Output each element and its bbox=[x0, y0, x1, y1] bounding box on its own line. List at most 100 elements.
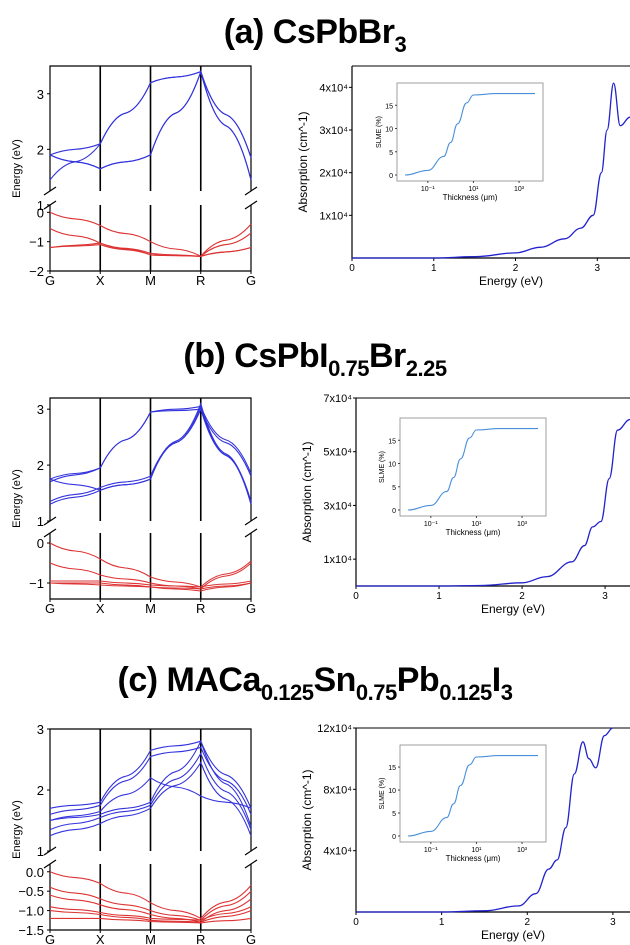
absorption-xlabel: Energy (eV) bbox=[479, 274, 543, 288]
y-tick-label: 3 bbox=[37, 722, 44, 737]
band-ylabel: Energy (eV) bbox=[11, 139, 23, 198]
valence-band bbox=[49, 910, 252, 923]
kpoint-label: X bbox=[96, 932, 105, 945]
panel-title-c: (c) MACa0.125Sn0.75Pb0.125I3 bbox=[0, 660, 630, 704]
y-tick-label: 1x10⁴ bbox=[323, 554, 352, 566]
conduction-band bbox=[49, 407, 252, 502]
axis-break-mark bbox=[244, 516, 258, 526]
y-tick-label: 3 bbox=[37, 402, 44, 417]
inset-y-tick-label: 10 bbox=[388, 788, 396, 795]
y-tick-label: 2 bbox=[37, 783, 44, 798]
inset-y-tick-label: 15 bbox=[388, 765, 396, 772]
valence-band bbox=[49, 542, 252, 588]
inset-y-tick-label: 5 bbox=[392, 811, 396, 818]
valence-band bbox=[49, 906, 252, 921]
y-tick-label: 12x10⁴ bbox=[317, 723, 352, 735]
inset-y-tick-label: 15 bbox=[388, 438, 396, 445]
inset-x-tick-label: 10¹ bbox=[471, 847, 482, 854]
title-text: Br bbox=[368, 337, 406, 375]
y-tick-label: 1x10⁴ bbox=[319, 210, 348, 222]
conduction-band bbox=[49, 752, 252, 831]
inset-y-tick-label: 0 bbox=[392, 834, 396, 841]
panel-title-a: (a) CsPbBr3 bbox=[0, 12, 630, 56]
slme-inset-frame bbox=[399, 417, 547, 517]
inset-x-tick-label: 10³ bbox=[517, 521, 528, 528]
inset-y-tick-label: 15 bbox=[385, 103, 393, 110]
y-tick-label: 3 bbox=[37, 87, 44, 102]
conduction-band bbox=[49, 746, 252, 815]
x-tick-label: 3 bbox=[610, 917, 616, 928]
band-ylabel: Energy (eV) bbox=[11, 469, 23, 528]
kpoint-label: R bbox=[196, 601, 205, 616]
axis-break-mark bbox=[244, 200, 258, 210]
title-subscript: 3 bbox=[500, 680, 513, 705]
conduction-band bbox=[49, 739, 252, 827]
kpoint-label: G bbox=[246, 932, 256, 945]
absorption-curve bbox=[355, 418, 630, 587]
kpoint-label: G bbox=[246, 273, 256, 288]
conduction-band bbox=[49, 69, 252, 181]
kpoint-label: R bbox=[196, 932, 205, 945]
conduction-band bbox=[49, 777, 252, 822]
inset-x-tick-label: 10⁻¹ bbox=[424, 847, 438, 854]
y-tick-label: −1 bbox=[29, 576, 44, 591]
y-tick-label: 7x10⁴ bbox=[323, 393, 352, 405]
valence-band bbox=[49, 894, 252, 923]
kpoint-label: M bbox=[145, 932, 156, 945]
title-subscript: 0.75 bbox=[355, 680, 397, 705]
x-tick-label: 0 bbox=[353, 591, 359, 602]
valence-band bbox=[49, 871, 252, 920]
conduction-band bbox=[49, 408, 252, 483]
axis-break-mark bbox=[43, 186, 57, 196]
title-text: Sn bbox=[313, 661, 356, 699]
axis-break-mark bbox=[244, 186, 258, 196]
inset-ylabel: SLME (%) bbox=[379, 451, 386, 483]
x-tick-label: 1 bbox=[436, 591, 442, 602]
x-tick-label: 3 bbox=[602, 591, 608, 602]
title-subscript: 0.125 bbox=[260, 680, 314, 705]
inset-y-tick-label: 0 bbox=[389, 173, 393, 180]
inset-x-tick-label: 10⁻¹ bbox=[424, 521, 438, 528]
x-tick-label: 2 bbox=[519, 591, 525, 602]
kpoint-label: M bbox=[145, 273, 156, 288]
inset-x-tick-label: 10¹ bbox=[471, 521, 482, 528]
title-subscript: 2.25 bbox=[405, 356, 447, 381]
valence-band bbox=[49, 211, 252, 257]
y-tick-label: 8x10⁴ bbox=[323, 784, 352, 796]
y-tick-label: 2x10⁴ bbox=[319, 168, 348, 180]
kpoint-label: G bbox=[246, 601, 256, 616]
y-tick-label: 4x10⁴ bbox=[319, 82, 348, 94]
slme-curve bbox=[407, 755, 538, 837]
band-ylabel: Energy (eV) bbox=[11, 800, 23, 859]
valence-band bbox=[49, 886, 252, 921]
conduction-band bbox=[49, 740, 252, 809]
title-text: Pb bbox=[396, 661, 440, 699]
x-tick-label: 0 bbox=[349, 263, 355, 274]
slme-inset-frame bbox=[399, 744, 547, 843]
y-tick-label: 3x10⁴ bbox=[319, 125, 348, 137]
title-subscript: 3 bbox=[394, 32, 407, 57]
slme-curve bbox=[407, 428, 538, 511]
axis-break-mark bbox=[244, 528, 258, 538]
y-tick-label: 2 bbox=[37, 142, 44, 157]
y-tick-label: 0 bbox=[37, 536, 44, 551]
y-tick-label: 0.0 bbox=[26, 865, 44, 880]
inset-y-tick-label: 5 bbox=[392, 485, 396, 492]
absorption-xlabel: Energy (eV) bbox=[481, 602, 545, 616]
y-tick-label: −1.5 bbox=[18, 923, 44, 938]
absorption-curve bbox=[351, 82, 630, 259]
absorption-xlabel: Energy (eV) bbox=[481, 928, 545, 942]
conduction-band bbox=[49, 761, 252, 837]
inset-ylabel: SLME (%) bbox=[376, 116, 383, 148]
valence-band bbox=[50, 580, 252, 588]
kpoint-label: G bbox=[45, 273, 55, 288]
inset-x-tick-label: 10⁻¹ bbox=[421, 186, 435, 193]
absorption-ylabel: Absorption (cm^-1) bbox=[296, 112, 310, 213]
title-text: (b) CsPbI bbox=[183, 337, 329, 375]
y-tick-label: 1 bbox=[37, 514, 44, 529]
title-text: (a) CsPbBr bbox=[223, 13, 395, 51]
absorption-ylabel: Absorption (cm^-1) bbox=[300, 770, 314, 871]
title-subscript: 0.125 bbox=[439, 680, 492, 705]
x-tick-label: 1 bbox=[431, 263, 437, 274]
title-text: (c) MACa bbox=[117, 661, 262, 699]
